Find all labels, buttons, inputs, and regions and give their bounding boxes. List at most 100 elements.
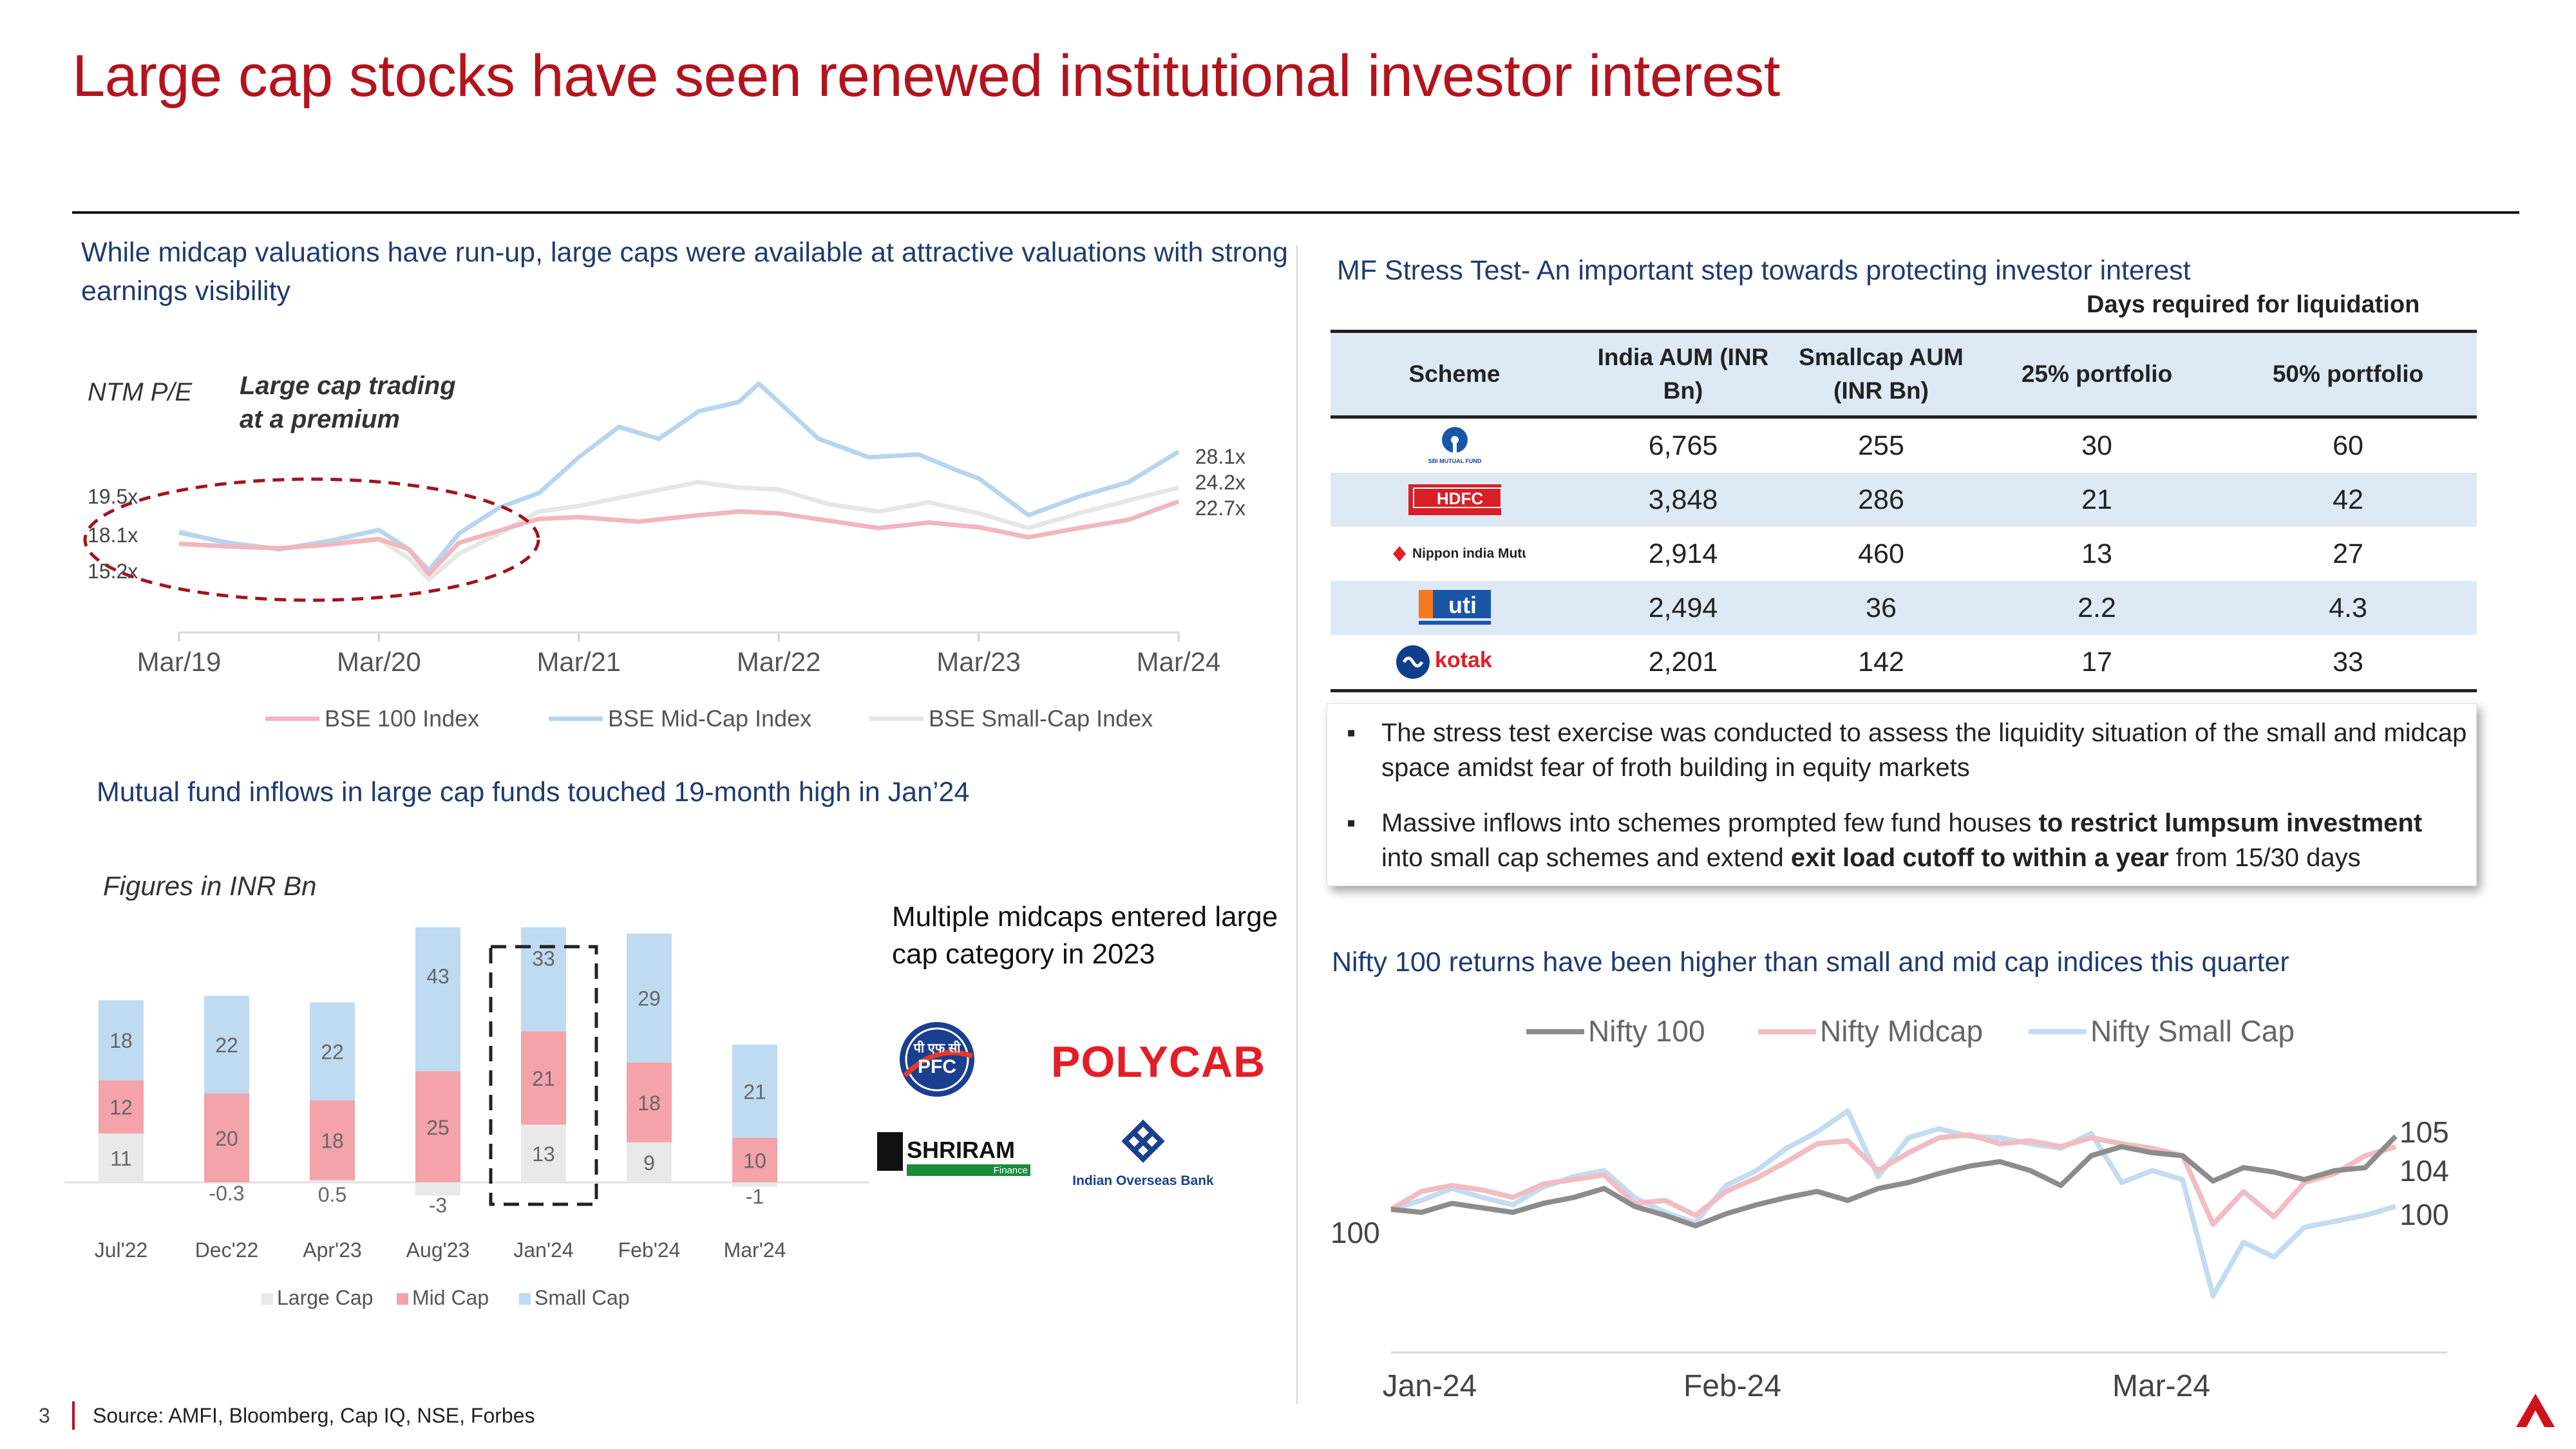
pe-end-label: 28.1x [1195, 445, 1245, 468]
inflows-bar-segment [204, 1094, 249, 1182]
pe-legend-label: BSE Mid-Cap Index [608, 705, 811, 732]
returns-end-label: 104 [2400, 1154, 2449, 1188]
inflows-legend-swatch [397, 1293, 408, 1305]
inflows-tick-label: Jul'22 [95, 1238, 148, 1262]
inflows-bar-segment [732, 1182, 777, 1187]
pe-premium-ellipse [83, 477, 540, 602]
table-header-row: Scheme India AUM (INR Bn) Smallcap AUM (… [1331, 330, 2477, 419]
p25-cell: 2.2 [1975, 581, 2219, 635]
page-number: 3 [39, 1404, 50, 1427]
inflows-bar-segment [99, 1000, 144, 1081]
inflows-tick-label: Mar'24 [724, 1238, 786, 1262]
inflows-data-label: 22 [321, 1040, 344, 1063]
pfc-logo-hindi: पी एफ सी [913, 1040, 961, 1056]
table-row: kotak 2,201 142 17 33 [1331, 635, 2477, 692]
valuation-heading: While midcap valuations have run-up, lar… [81, 237, 1288, 307]
bullet-emphasis-exit-load: exit load cutoff to within a year [1790, 844, 2169, 872]
inflows-bar-segment [521, 1124, 566, 1182]
pe-series-line [178, 480, 1179, 582]
inflows-bar-segment [521, 927, 566, 1032]
inflows-data-label: 18 [321, 1129, 344, 1152]
uti-logo: uti [1418, 590, 1491, 625]
col-header-50-portfolio: 50% portfolio [2219, 330, 2477, 419]
inflows-bar-segment [627, 933, 672, 1063]
smallcap-aum-cell: 255 [1858, 430, 1904, 461]
brand-logo-icon [2516, 1394, 2555, 1427]
inflows-data-label: 43 [426, 965, 450, 988]
sbi-logo-text: SBI MUTUAL FUND [1428, 458, 1481, 464]
inflows-legend: Large Cap Mid Cap Small Cap [261, 1286, 630, 1309]
inflows-legend-label: Large Cap [277, 1286, 373, 1309]
inflows-tick-label: Apr'23 [303, 1238, 362, 1262]
bullet-text: The stress test exercise was conducted t… [1381, 719, 2467, 782]
bullet-mark: ▪ [1347, 719, 1356, 747]
returns-line-chart: Nifty 100 Nifty Midcap Nifty Small Cap Jan… [1331, 1014, 2449, 1403]
inflows-bar-segment [521, 1031, 566, 1125]
shriram-logo-subtext: Finance [994, 1165, 1028, 1176]
inflows-highlight-box [489, 945, 598, 1206]
iob-logo: Indian Overseas Bank [1056, 1118, 1230, 1195]
pe-tick-label: Mar/21 [536, 647, 621, 677]
iob-logo-text: Indian Overseas Bank [1072, 1173, 1214, 1188]
pe-start-label: 19.5x [88, 485, 138, 508]
p25-cell: 21 [1975, 473, 2219, 527]
bullet-text: Massive inflows into schemes prompted fe… [1381, 806, 2470, 875]
inflows-bars: 11 12 18 -0.3 20 22 0.5 18 22 -3 25 43 13 21 33 9 18 29 -1… [64, 927, 869, 1217]
inflows-bar-segment [627, 1062, 672, 1142]
inflows-data-label: 18 [638, 1092, 661, 1115]
inflows-data-label: 29 [638, 987, 661, 1010]
pe-legend-label: BSE Small-Cap Index [929, 705, 1153, 732]
pfc-logo: पी एफ सी PFC [892, 1018, 982, 1104]
hdfc-logo: HDFC [1408, 484, 1502, 515]
returns-legend: Nifty 100 Nifty Midcap Nifty Small Cap [1526, 1014, 2295, 1048]
col-header-smallcap-aum: Smallcap AUM (INR Bn) [1788, 330, 1975, 419]
p50-cell: 42 [2219, 473, 2477, 527]
pe-tick-label: Mar/22 [737, 647, 821, 677]
returns-legend-label: Nifty Small Cap [2090, 1014, 2295, 1048]
p50-cell: 33 [2219, 635, 2477, 692]
bullet-mark: ▪ [1347, 809, 1356, 837]
returns-end-label: 100 [2400, 1198, 2449, 1231]
col-header-india-aum: India AUM (INR Bn) [1578, 330, 1788, 419]
returns-base-label: 100 [1331, 1216, 1380, 1249]
pe-annotation-line1: Large cap trading [240, 372, 456, 400]
inflows-data-label: -1 [746, 1185, 764, 1208]
smallcap-aum-cell: 36 [1788, 581, 1975, 635]
p25-cell: 30 [2081, 430, 2112, 461]
india-aum-cell: 2,494 [1578, 581, 1788, 635]
returns-tick-label: Mar-24 [2112, 1369, 2210, 1403]
pe-legend: BSE 100 Index BSE Mid-Cap Index BSE Small-… [265, 705, 1153, 732]
inflows-bar-segment [204, 1182, 249, 1184]
pe-end-labels: 28.1x 24.2x 22.7x [1195, 445, 1245, 520]
inflows-data-label: 11 [110, 1147, 131, 1170]
returns-legend-label: Nifty Midcap [1820, 1014, 1983, 1048]
shriram-logo-text: SHRIRAM [907, 1137, 1015, 1163]
returns-series-line [1389, 1132, 2397, 1227]
inflows-bar-segment [732, 1045, 777, 1138]
pe-start-label: 18.1x [88, 524, 138, 547]
inflows-data-label: 9 [643, 1151, 655, 1175]
pe-tick-label: Mar/20 [337, 647, 421, 677]
inflows-data-label: -3 [429, 1194, 447, 1217]
bullet-text-post: from 15/30 days [2168, 844, 2361, 872]
inflows-bar-segment [99, 1133, 144, 1182]
pe-tick-label: Mar/19 [137, 647, 222, 677]
inflows-bar-segment [415, 1182, 460, 1196]
inflows-data-label: 0.5 [318, 1183, 346, 1206]
pe-tick-label: Mar/24 [1137, 647, 1221, 677]
smallcap-aum-cell: 286 [1788, 473, 1975, 527]
returns-value-labels: 100 105 104 100 [1331, 1115, 2449, 1249]
inflows-bar-segment [99, 1080, 144, 1134]
returns-series-line [1390, 1134, 2398, 1229]
pfc-logo-text: PFC [918, 1056, 956, 1077]
returns-series-group [1389, 1108, 2398, 1299]
inflows-tick-label: Feb'24 [618, 1238, 681, 1262]
inflows-data-label: 22 [215, 1034, 238, 1057]
scheme-cell: uti [1331, 581, 1578, 635]
pe-x-ticks: Mar/19 Mar/20 Mar/21 Mar/22 Mar/23 Mar/24 [137, 632, 1221, 677]
inflows-bar-chart: 11 12 18 -0.3 20 22 0.5 18 22 -3 25 43 13 21 33 9 18 29 -1… [64, 927, 869, 1309]
inflows-data-label: 20 [215, 1127, 238, 1150]
p25-cell: 17 [1975, 635, 2219, 692]
page-title: Large cap stocks have seen renewed insti… [72, 43, 1780, 109]
midcap-note: Multiple midcaps entered large cap categ… [892, 901, 1278, 970]
